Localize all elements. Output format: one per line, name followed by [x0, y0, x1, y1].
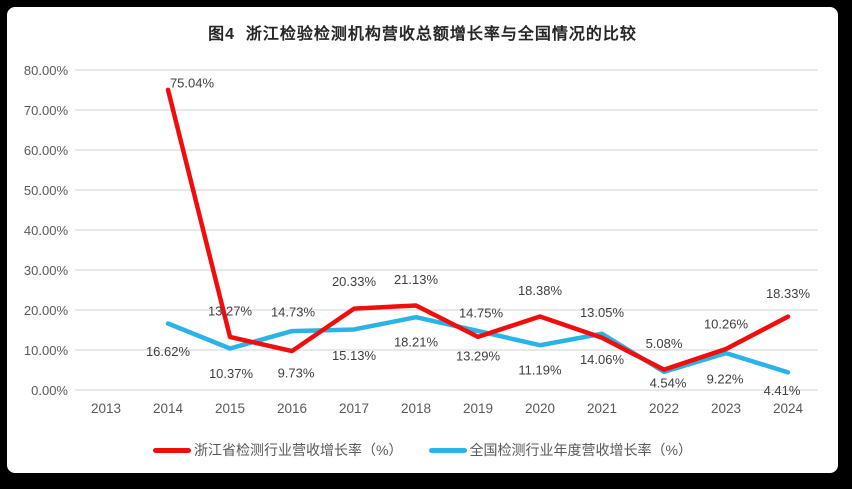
y-tick-label: 0.00%: [31, 383, 68, 398]
chart-card: [7, 7, 838, 473]
x-tick-label: 2022: [649, 401, 679, 416]
national-growth-line: [165, 314, 791, 375]
y-tick-label: 80.00%: [24, 63, 69, 78]
chart-title: 图4 浙江检验检测机构营收总额增长率与全国情况的比较: [208, 26, 637, 43]
y-tick-label: 30.00%: [24, 263, 69, 278]
data-label: 9.73%: [278, 366, 315, 381]
data-label: 14.75%: [459, 305, 504, 320]
data-label: 18.33%: [766, 286, 811, 301]
data-label: 9.22%: [707, 372, 744, 387]
zhejiang-line-marker-icon: [153, 447, 192, 453]
y-tick-label: 20.00%: [24, 303, 69, 318]
data-label: 14.73%: [271, 305, 316, 320]
legend-label-national: 全国检测行业年度营收增长率（%）: [469, 442, 692, 458]
data-label: 75.04%: [170, 75, 215, 90]
data-label: 20.33%: [332, 274, 377, 289]
y-tick-label: 50.00%: [24, 183, 69, 198]
x-tick-label: 2014: [153, 401, 184, 416]
data-label: 4.54%: [650, 375, 687, 390]
chart-legend: 浙江省检测行业营收增长率（%） 全国检测行业年度营收增长率（%）: [7, 440, 838, 460]
legend-item-national: 全国检测行业年度营收增长率（%）: [428, 440, 692, 460]
zhejiang-growth-line: [165, 87, 791, 372]
legend-label-zhejiang: 浙江省检测行业营收增长率（%）: [194, 442, 403, 458]
data-label: 15.13%: [332, 348, 377, 363]
y-tick-label: 40.00%: [24, 223, 69, 238]
data-label: 16.62%: [146, 344, 191, 359]
data-label: 11.19%: [518, 363, 562, 378]
data-label: 13.29%: [456, 348, 501, 363]
data-label: 18.38%: [518, 283, 563, 298]
legend-item-zhejiang: 浙江省检测行业营收增长率（%）: [153, 440, 403, 460]
x-tick-label: 2023: [711, 401, 741, 416]
data-label: 4.41%: [764, 383, 801, 398]
x-tick-label: 2016: [277, 401, 307, 416]
x-tick-label: 2015: [215, 401, 245, 416]
x-tick-label: 2024: [773, 401, 804, 416]
y-tick-label: 10.00%: [24, 343, 69, 358]
national-line-marker-icon: [428, 447, 467, 453]
data-label: 10.37%: [209, 366, 254, 381]
x-tick-label: 2018: [401, 401, 431, 416]
data-label: 14.06%: [580, 352, 625, 367]
data-label: 21.13%: [394, 272, 439, 287]
y-tick-label: 60.00%: [24, 143, 69, 158]
data-label: 18.21%: [394, 335, 439, 350]
data-label: 10.26%: [704, 316, 749, 331]
x-tick-label: 2020: [525, 401, 555, 416]
data-label: 13.27%: [208, 303, 253, 318]
data-label: 5.08%: [646, 336, 683, 351]
x-tick-label: 2021: [587, 401, 617, 416]
x-tick-label: 2013: [91, 401, 121, 416]
x-tick-label: 2019: [463, 401, 493, 416]
x-tick-label: 2017: [339, 401, 369, 416]
data-label: 13.05%: [580, 305, 625, 320]
y-tick-label: 70.00%: [24, 103, 69, 118]
